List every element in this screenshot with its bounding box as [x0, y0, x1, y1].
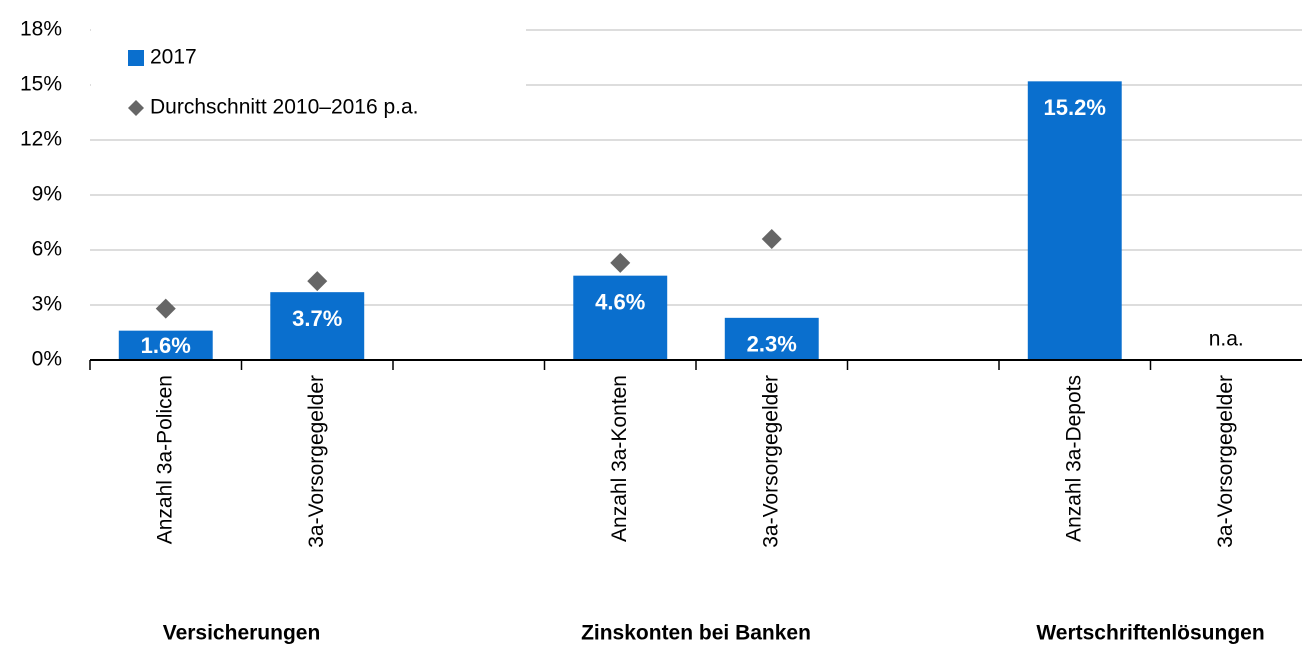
value-label: 1.6% [141, 333, 191, 358]
value-label: 3.7% [292, 306, 342, 331]
group-label: Versicherungen [163, 622, 321, 645]
value-label: 15.2% [1044, 95, 1106, 120]
y-tick-label: 9% [32, 183, 62, 206]
y-tick-label: 3% [32, 293, 62, 316]
marker [761, 229, 782, 249]
legend-swatch [128, 100, 144, 116]
y-tick-label: 6% [32, 238, 62, 261]
legend-bg [91, 20, 526, 132]
x-tick-label: 3a-Vorsorgegelder [305, 375, 328, 548]
bar [724, 317, 819, 360]
y-tick-label: 0% [32, 348, 62, 371]
bar [118, 330, 213, 360]
x-tick-label: Anzahl 3a-Policen [153, 375, 176, 544]
x-tick-label: Anzahl 3a-Depots [1062, 375, 1085, 542]
legend-label: Durchschnitt 2010–2016 p.a. [150, 96, 419, 119]
value-label: n.a. [1209, 328, 1244, 351]
y-tick-label: 12% [20, 128, 62, 151]
legend-swatch [128, 50, 144, 66]
marker [610, 252, 631, 273]
legend-label: 2017 [150, 46, 197, 69]
bar [573, 275, 668, 360]
bar [1027, 81, 1122, 360]
value-label: 4.6% [595, 289, 645, 314]
x-tick-label: Anzahl 3a-Konten [608, 375, 631, 542]
value-label: 2.3% [747, 332, 797, 357]
y-tick-label: 15% [20, 73, 62, 96]
x-tick-label: 3a-Vorsorgegelder [1214, 375, 1237, 548]
marker [307, 271, 328, 292]
group-label: Wertschriftenlösungen [1036, 622, 1264, 645]
marker [155, 298, 176, 319]
x-tick-label: 3a-Vorsorgegelder [759, 375, 782, 548]
bar [270, 292, 365, 360]
y-tick-label: 18% [20, 18, 62, 41]
group-label: Zinskonten bei Banken [581, 622, 811, 645]
